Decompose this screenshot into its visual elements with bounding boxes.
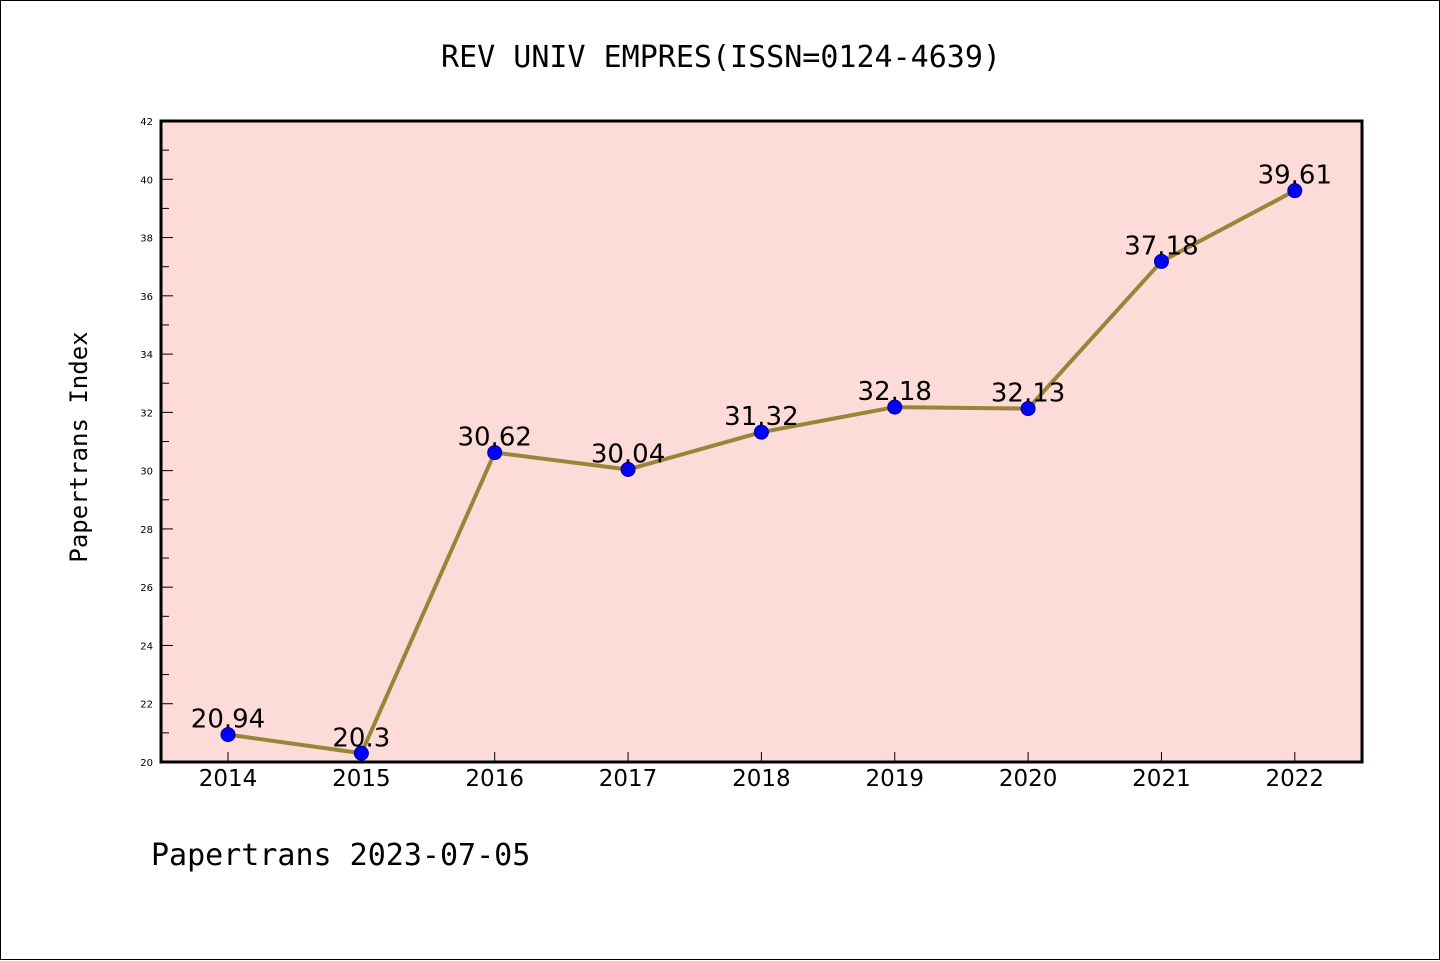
data-markers [220,183,1303,761]
y-tick-label: 34 [140,350,153,361]
data-label: 20.3 [332,723,390,753]
x-tick-label: 2020 [999,766,1058,792]
footer-text: Papertrans 2023-07-05 [151,838,530,873]
y-tick-label: 30 [140,467,153,478]
y-tick-label: 24 [140,641,153,652]
x-tick-label: 2022 [1266,766,1325,792]
x-tick-label: 2018 [732,766,791,792]
data-point [487,445,503,461]
y-tick-label: 36 [140,292,153,303]
y-axis-label: Papertrans Index [65,331,93,562]
data-point [1287,183,1303,199]
data-label: 32.13 [991,379,1065,409]
x-tick-label: 2015 [332,766,391,792]
y-tick-label: 28 [140,525,153,536]
y-tick-label: 20 [140,758,153,769]
y-tick-label: 32 [140,408,153,419]
data-point [753,424,769,440]
x-tick-label: 2019 [865,766,924,792]
y-tick-label: 40 [140,175,153,186]
plot-area [161,121,1362,762]
data-point [353,745,369,761]
data-label: 20.94 [191,705,265,735]
x-axis-ticks: 2014 2015 2016 2017 2018 2019 2020 2021 2022 [199,752,1324,792]
data-label: 32.18 [858,377,932,407]
y-tick-label: 42 [140,117,153,128]
data-point [1020,401,1036,417]
data-point [620,461,636,477]
plot-frame [159,119,1364,764]
data-point [1153,253,1169,269]
chart-title: REV UNIV EMPRES(ISSN=0124-4639) [441,40,1001,75]
data-point [887,399,903,415]
data-label: 30.62 [457,423,531,453]
x-tick-label: 2017 [599,766,658,792]
y-tick-label: 22 [140,700,153,711]
y-tick-label: 38 [140,234,153,245]
x-tick-label: 2021 [1132,766,1191,792]
data-label: 30.04 [591,439,665,469]
x-tick-label: 2016 [465,766,524,792]
data-label: 39.61 [1258,161,1332,191]
data-point [220,727,236,743]
x-tick-label: 2014 [199,766,258,792]
data-label: 31.32 [724,402,798,432]
data-label: 37.18 [1124,231,1198,261]
data-labels: 20.94 20.3 30.62 30.04 31.32 32.18 32.13 37.18 3… [191,161,1332,754]
y-tick-label: 26 [140,583,153,594]
